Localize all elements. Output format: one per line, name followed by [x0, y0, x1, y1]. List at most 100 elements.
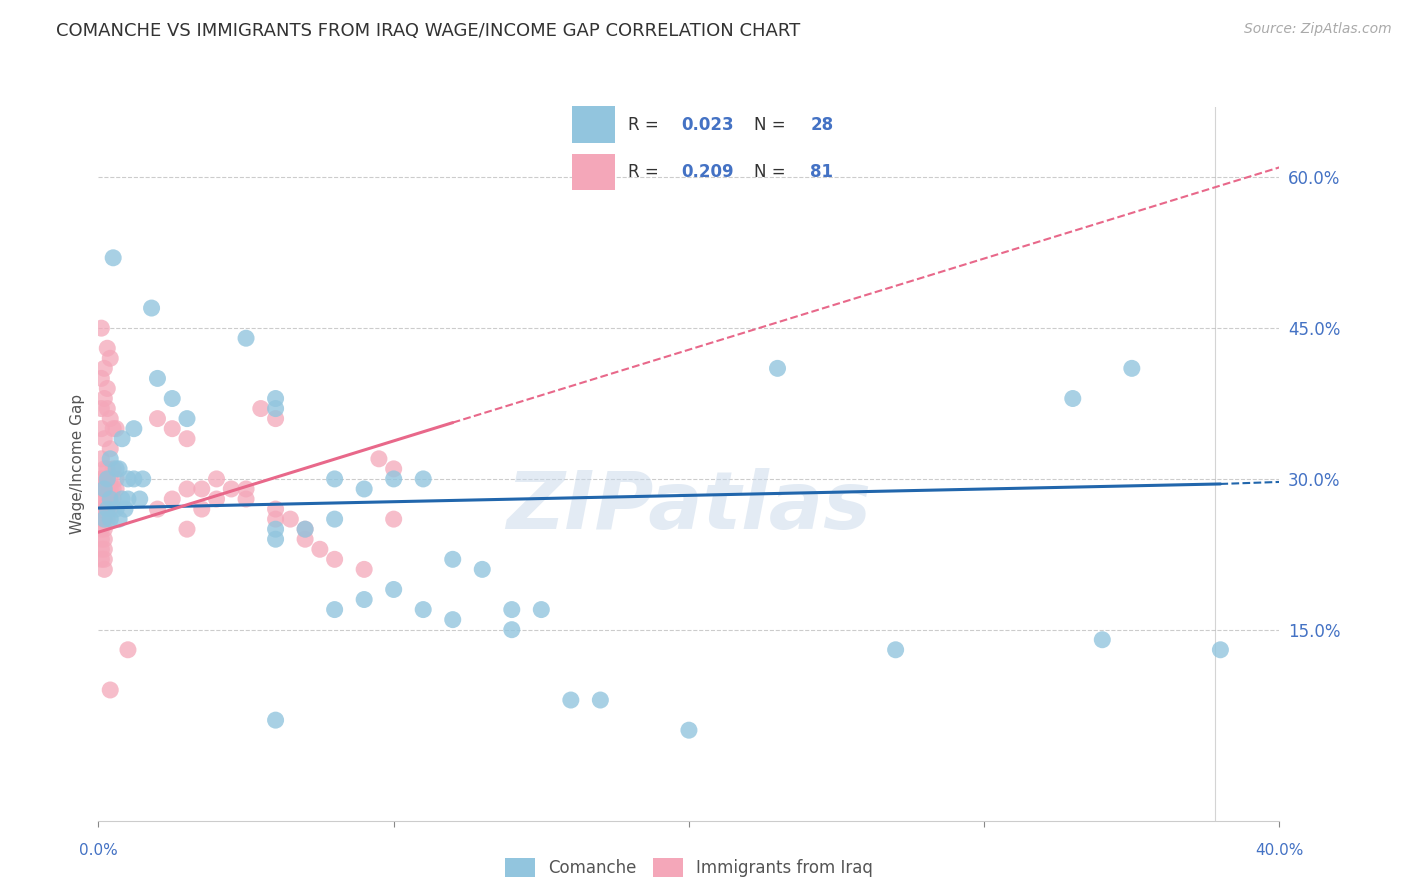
Point: [90, 422, 112, 436]
Point: [264, 411, 287, 425]
Point: [93, 512, 115, 526]
Bar: [572, 106, 616, 144]
Point: [250, 401, 273, 416]
Point: [93, 552, 115, 566]
Point: [1209, 642, 1232, 657]
Point: [93, 512, 115, 526]
Point: [382, 582, 405, 597]
Point: [90, 472, 112, 486]
Point: [412, 472, 434, 486]
Point: [103, 251, 125, 265]
Point: [90, 522, 112, 536]
Point: [98, 683, 121, 698]
Point: [205, 472, 228, 486]
Point: [96, 502, 118, 516]
Text: COMANCHE VS IMMIGRANTS FROM IRAQ WAGE/INCOME GAP CORRELATION CHART: COMANCHE VS IMMIGRANTS FROM IRAQ WAGE/IN…: [56, 22, 800, 40]
Point: [441, 552, 464, 566]
Point: [264, 512, 287, 526]
Point: [105, 472, 128, 486]
Point: [96, 502, 118, 516]
Point: [93, 482, 115, 496]
Point: [98, 502, 121, 516]
Point: [96, 381, 118, 395]
Point: [111, 432, 134, 446]
Point: [105, 462, 128, 476]
Text: ZIPatlas: ZIPatlas: [506, 467, 872, 546]
Point: [90, 542, 112, 557]
Point: [103, 462, 125, 476]
Text: 81: 81: [810, 163, 834, 181]
Point: [264, 401, 287, 416]
Point: [1121, 361, 1143, 376]
Point: [441, 613, 464, 627]
Point: [98, 472, 121, 486]
Point: [111, 491, 134, 506]
Point: [678, 723, 700, 738]
Point: [323, 602, 346, 616]
Point: [191, 482, 214, 496]
Point: [96, 462, 118, 476]
Point: [323, 512, 346, 526]
Point: [90, 482, 112, 496]
Point: [176, 482, 198, 496]
Point: [103, 491, 125, 506]
Point: [93, 482, 115, 496]
Point: [191, 502, 214, 516]
Point: [90, 491, 112, 506]
Point: [294, 522, 316, 536]
Point: [90, 512, 112, 526]
Point: [162, 392, 183, 406]
Text: 0.023: 0.023: [682, 116, 734, 134]
Point: [96, 491, 118, 506]
Point: [132, 472, 155, 486]
Point: [382, 472, 405, 486]
Point: [93, 462, 115, 476]
Point: [323, 552, 346, 566]
Point: [93, 432, 115, 446]
Point: [96, 341, 118, 355]
Point: [264, 533, 287, 547]
Point: [108, 462, 131, 476]
Point: [766, 361, 789, 376]
Point: [368, 451, 391, 466]
Point: [353, 592, 375, 607]
Point: [176, 522, 198, 536]
Text: 28: 28: [810, 116, 834, 134]
Point: [146, 502, 169, 516]
Point: [501, 602, 523, 616]
Point: [323, 472, 346, 486]
Point: [93, 542, 115, 557]
Point: [353, 482, 375, 496]
Text: R =: R =: [628, 116, 665, 134]
Point: [382, 462, 405, 476]
Point: [103, 482, 125, 496]
Point: [884, 642, 907, 657]
Point: [560, 693, 582, 707]
Point: [128, 491, 150, 506]
Point: [219, 482, 242, 496]
Text: R =: R =: [628, 163, 665, 181]
Point: [93, 392, 115, 406]
Point: [122, 472, 145, 486]
Point: [264, 502, 287, 516]
Point: [530, 602, 553, 616]
Point: [96, 512, 118, 526]
Point: [105, 502, 128, 516]
Point: [98, 442, 121, 456]
Text: 0.209: 0.209: [682, 163, 734, 181]
Point: [501, 623, 523, 637]
Point: [90, 533, 112, 547]
Point: [176, 432, 198, 446]
Point: [117, 472, 139, 486]
Point: [294, 533, 316, 547]
Point: [90, 552, 112, 566]
Point: [264, 392, 287, 406]
Point: [382, 512, 405, 526]
Point: [90, 451, 112, 466]
Point: [98, 451, 121, 466]
Point: [117, 642, 139, 657]
Point: [235, 331, 257, 345]
Point: [309, 542, 332, 557]
Text: N =: N =: [754, 116, 792, 134]
Text: Source: ZipAtlas.com: Source: ZipAtlas.com: [1244, 22, 1392, 37]
